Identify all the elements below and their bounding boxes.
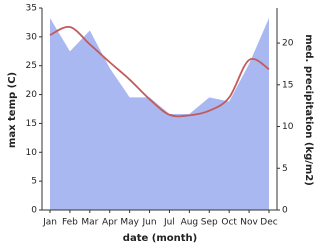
precip-area: [50, 18, 269, 211]
y-axis-title: max temp (C): [7, 72, 18, 148]
temp-line: [49, 25, 270, 118]
x-tick-label: Dec: [260, 218, 277, 228]
x-tick-label: Nov: [240, 218, 258, 228]
y2-tick-label: 20: [282, 39, 294, 49]
x-tick-label: Jul: [163, 218, 175, 228]
y-tick-label: 20: [26, 90, 38, 100]
y2-tick-label: 0: [282, 206, 288, 216]
x-tick-label: Apr: [102, 218, 118, 228]
y-tick-label: 25: [26, 61, 37, 71]
y2-tick-label: 10: [282, 122, 294, 132]
y-tick-label: 10: [26, 148, 38, 158]
y-tick-label: 30: [26, 32, 38, 42]
y-tick-label: 15: [26, 119, 37, 129]
y-tick-label: 0: [31, 206, 37, 216]
x-tick-label: Jan: [42, 218, 57, 228]
y-tick-label: 35: [26, 4, 37, 14]
y2-axis-title: med. precipitation (kg/m2): [303, 34, 314, 186]
y2-tick-label: 15: [282, 80, 293, 90]
x-tick-label: Jun: [142, 218, 157, 228]
y2-tick-label: 5: [282, 164, 288, 174]
x-tick-label: May: [120, 218, 139, 228]
x-axis-title: date (month): [123, 233, 197, 244]
x-tick-label: Aug: [181, 218, 199, 228]
y-tick-label: 5: [31, 177, 37, 187]
x-tick-label: Sep: [201, 218, 218, 228]
x-tick-label: Mar: [81, 218, 98, 228]
x-tick-label: Feb: [62, 218, 78, 228]
x-tick-label: Oct: [221, 218, 237, 228]
